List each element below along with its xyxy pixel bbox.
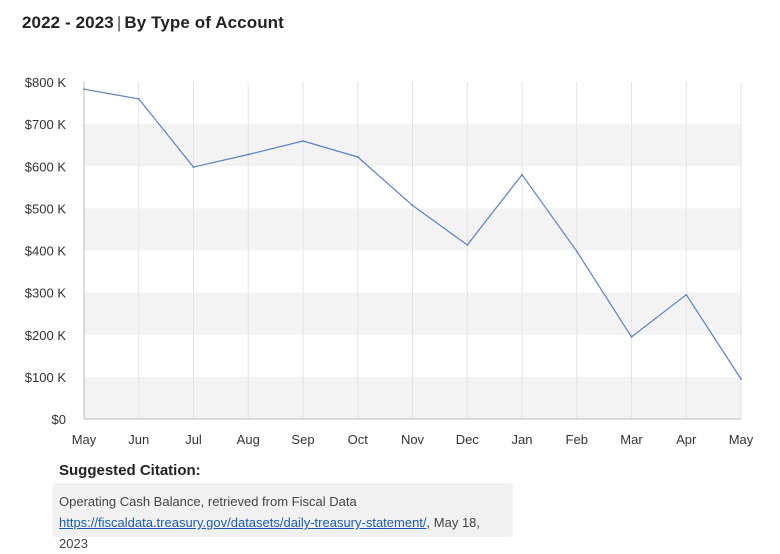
data-point bbox=[685, 293, 688, 296]
header-separator: | bbox=[116, 13, 122, 32]
x-tick-label: Sep bbox=[291, 432, 314, 447]
chart-header: 2022 - 2023 | By Type of Account bbox=[22, 13, 284, 33]
x-tick-label: Apr bbox=[676, 432, 697, 447]
x-tick-label: Oct bbox=[348, 432, 369, 447]
y-tick-label: $800 K bbox=[25, 75, 67, 90]
data-point bbox=[356, 156, 359, 158]
y-tick-label: $200 K bbox=[25, 328, 67, 343]
line-chart: $0 $100 K $200 K $300 K $400 K $500 K $600 K $7… bbox=[25, 75, 754, 447]
citation-text: Operating Cash Balance, retrieved from F… bbox=[59, 494, 357, 509]
data-point bbox=[411, 204, 414, 207]
y-tick-label: $500 K bbox=[25, 201, 67, 216]
x-tick-label: Dec bbox=[456, 432, 480, 447]
y-tick-label: $0 bbox=[52, 412, 66, 427]
y-tick-label: $400 K bbox=[25, 244, 67, 259]
x-tick-label: Jun bbox=[128, 432, 149, 447]
x-tick-label: Mar bbox=[620, 432, 643, 447]
citation-link[interactable]: https://fiscaldata.treasury.gov/datasets… bbox=[59, 515, 427, 530]
data-point bbox=[466, 244, 469, 246]
y-tick-label: $100 K bbox=[25, 370, 67, 385]
data-point bbox=[630, 335, 633, 338]
x-tick-label: May bbox=[729, 432, 754, 447]
date-range: 2022 - 2023 bbox=[22, 13, 114, 32]
x-tick-label: Jul bbox=[185, 432, 202, 447]
data-point bbox=[302, 140, 304, 142]
x-tick-label: Nov bbox=[401, 432, 425, 447]
data-point bbox=[83, 88, 85, 91]
chart-subtitle: By Type of Account bbox=[124, 13, 284, 32]
data-point bbox=[192, 166, 195, 168]
data-point bbox=[575, 250, 578, 253]
data-point bbox=[521, 173, 523, 176]
citation-box: Operating Cash Balance, retrieved from F… bbox=[52, 483, 513, 551]
x-tick-label: May bbox=[72, 432, 97, 447]
y-tick-label: $600 K bbox=[25, 159, 67, 174]
y-tick-label: $700 K bbox=[25, 117, 67, 132]
data-point bbox=[247, 153, 250, 156]
x-tick-label: Aug bbox=[237, 432, 260, 447]
x-tick-label: Jan bbox=[512, 432, 533, 447]
data-point bbox=[137, 97, 140, 100]
citation-link-line: https://fiscaldata.treasury.gov/datasets… bbox=[59, 512, 505, 554]
y-tick-label: $300 K bbox=[25, 286, 67, 301]
data-point bbox=[740, 378, 742, 380]
x-tick-label: Feb bbox=[566, 432, 588, 447]
citation-label: Suggested Citation: bbox=[59, 462, 201, 479]
